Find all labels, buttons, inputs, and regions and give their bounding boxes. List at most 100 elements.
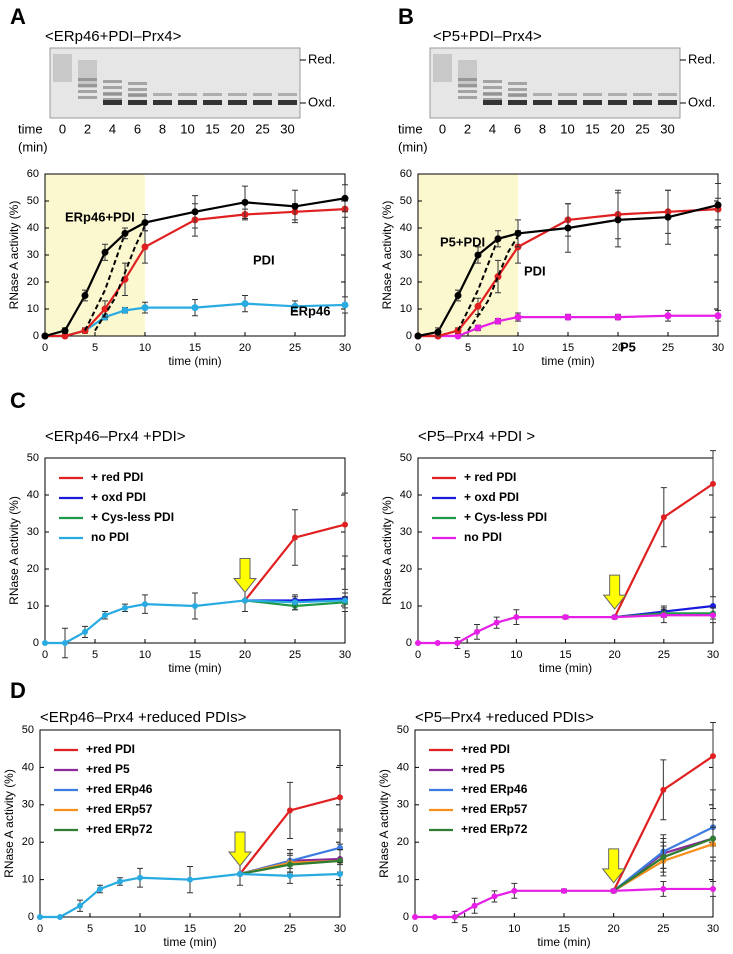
- y-axis-label: RNase A activity (%): [377, 769, 391, 878]
- x-tick-label: 0: [412, 923, 418, 935]
- x-tick-label: 0: [415, 649, 421, 661]
- gel-band: [78, 84, 97, 87]
- data-point: [292, 534, 298, 541]
- gel-band: [278, 93, 297, 96]
- y-tick-label: 60: [27, 168, 39, 180]
- x-axis-label: time (min): [541, 354, 594, 368]
- gel-band: [103, 93, 122, 96]
- data-point: [122, 604, 128, 611]
- data-point: [710, 885, 716, 892]
- data-point: [513, 614, 520, 621]
- gel-band: [103, 100, 122, 105]
- gel-time-label: time: [18, 121, 43, 136]
- gel-lane-label: 8: [539, 121, 546, 136]
- gel-band: [128, 100, 147, 105]
- y-tick-label: 20: [400, 563, 412, 575]
- x-tick-label: 25: [284, 923, 296, 935]
- data-point: [454, 640, 461, 646]
- y-tick-label: 20: [27, 563, 39, 575]
- gel-band: [153, 100, 172, 105]
- legend-label: +red ERp72: [86, 822, 153, 836]
- data-point: [710, 835, 716, 842]
- data-point: [434, 640, 441, 646]
- data-point: [341, 194, 349, 202]
- data-point: [341, 301, 349, 309]
- x-axis-label: time (min): [163, 935, 216, 949]
- gel-band: [558, 93, 577, 96]
- gel-band: [253, 100, 272, 105]
- legend-label: +red ERp57: [86, 802, 153, 816]
- y-tick-label: 10: [400, 303, 412, 315]
- gel-band: [253, 93, 272, 96]
- series-line: [418, 208, 719, 338]
- y-tick-label: 0: [406, 330, 412, 342]
- data-point: [61, 332, 69, 340]
- data-point: [564, 224, 572, 232]
- gel-band: [128, 93, 147, 96]
- data-point: [434, 328, 442, 336]
- data-point: [141, 219, 149, 227]
- arrow: [232, 557, 258, 594]
- gel-band: [533, 93, 552, 96]
- gel-band: [558, 100, 577, 105]
- data-point: [710, 480, 716, 487]
- x-tick-label: 15: [558, 923, 570, 935]
- x-tick-label: 15: [189, 342, 201, 354]
- gel-band: [483, 98, 502, 101]
- gel-band: [128, 88, 147, 91]
- gel-lane-label: 6: [134, 121, 141, 136]
- y-tick-label: 40: [22, 761, 34, 773]
- data-point: [102, 612, 108, 619]
- y-axis-label: RNase A activity (%): [7, 201, 21, 310]
- dashed-line: [467, 235, 519, 332]
- data-point: [451, 914, 458, 920]
- y-tick-label: 10: [397, 874, 409, 886]
- data-point: [101, 305, 109, 313]
- y-tick-label: 10: [27, 600, 39, 612]
- data-point: [474, 251, 482, 259]
- data-point: [660, 786, 667, 793]
- series-label: ERp46+PDI: [65, 209, 135, 224]
- legend-label: no PDI: [464, 530, 502, 544]
- x-tick-label: 5: [464, 649, 470, 661]
- data-point: [474, 628, 480, 635]
- data-point: [137, 874, 143, 881]
- y-tick-label: 20: [397, 836, 409, 848]
- data-point: [82, 628, 88, 635]
- gel-band: [203, 100, 222, 105]
- y-tick-label: 20: [22, 836, 34, 848]
- data-point: [431, 914, 438, 920]
- y-tick-label: 0: [33, 637, 39, 649]
- x-tick-label: 15: [562, 342, 574, 354]
- data-point: [562, 614, 569, 621]
- data-point: [61, 327, 69, 335]
- x-tick-label: 15: [189, 649, 201, 661]
- x-tick-label: 25: [662, 342, 674, 354]
- y-tick-label: 20: [400, 276, 412, 288]
- data-point: [494, 317, 502, 325]
- x-tick-label: 5: [465, 342, 471, 354]
- data-point: [414, 332, 422, 340]
- y-tick-label: 50: [400, 195, 412, 207]
- gel-lane-label: 6: [514, 121, 521, 136]
- x-tick-label: 25: [289, 649, 301, 661]
- data-point: [117, 878, 123, 885]
- y-tick-label: 50: [27, 452, 39, 464]
- x-tick-label: 5: [92, 342, 98, 354]
- y-axis-label: RNase A activity (%): [7, 496, 21, 605]
- data-point: [142, 601, 148, 608]
- y-tick-label: 50: [397, 724, 409, 736]
- data-point: [37, 914, 43, 920]
- y-tick-label: 30: [400, 249, 412, 261]
- data-point: [41, 332, 49, 340]
- series-line: [44, 197, 346, 338]
- gel-band: [483, 100, 502, 105]
- data-point: [660, 514, 667, 521]
- data-point: [514, 313, 522, 321]
- data-point: [291, 202, 299, 210]
- data-point: [491, 893, 498, 900]
- data-point: [511, 887, 518, 894]
- legend-label: no PDI: [91, 530, 129, 544]
- data-point: [664, 213, 672, 221]
